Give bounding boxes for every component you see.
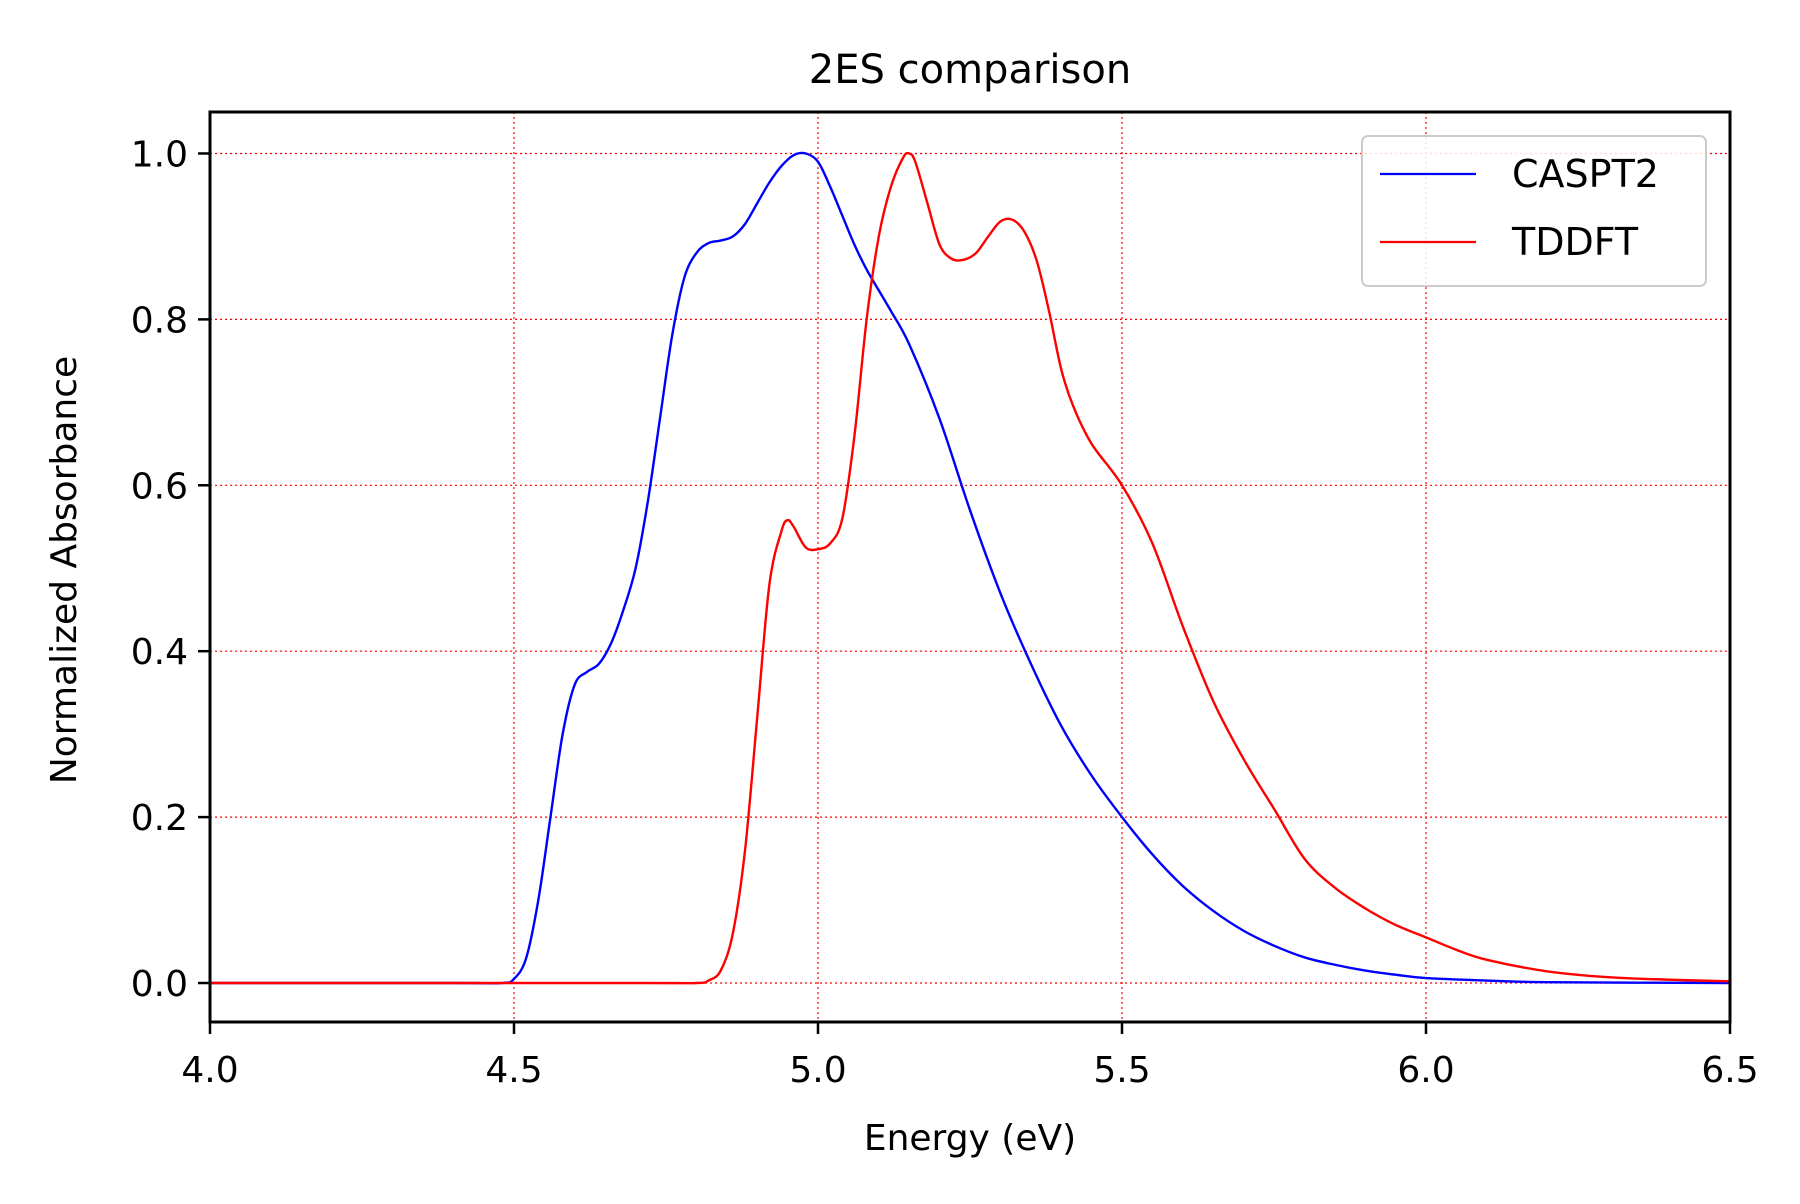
chart-title: 2ES comparison	[809, 47, 1131, 93]
y-tick-label: 0.6	[131, 466, 188, 507]
plot-frame	[208, 110, 1732, 1024]
legend: CASPT2 TDDFT	[1361, 135, 1707, 287]
x-tick-label: 5.5	[1093, 1050, 1150, 1091]
y-tick-label: 1.0	[131, 134, 188, 175]
x-axis-label: Energy (eV)	[864, 1118, 1076, 1159]
y-tick-label: 0.8	[131, 300, 188, 341]
x-tick-label: 6.5	[1701, 1050, 1758, 1091]
series-line-tddft	[210, 151, 1731, 985]
y-tick-label: 0.2	[131, 798, 188, 839]
x-axis: 4.0 4.5 5.0 5.5 6.0 6.5	[181, 1022, 1759, 1091]
y-axis: 0.0 0.2 0.4 0.6 0.8 1.0	[131, 134, 210, 1005]
y-tick-label: 0.0	[131, 964, 188, 1005]
legend-label-caspt2: CASPT2	[1512, 152, 1659, 196]
legend-label-tddft: TDDFT	[1511, 220, 1639, 264]
x-tick-label: 4.5	[485, 1050, 542, 1091]
series-line-caspt2	[210, 151, 1731, 985]
series-lines	[210, 151, 1731, 985]
x-tick-label: 6.0	[1397, 1050, 1454, 1091]
x-tick-label: 5.0	[789, 1050, 846, 1091]
x-tick-label: 4.0	[181, 1050, 238, 1091]
y-axis-label: Normalized Absorbance	[44, 356, 85, 784]
y-tick-label: 0.4	[131, 632, 188, 673]
